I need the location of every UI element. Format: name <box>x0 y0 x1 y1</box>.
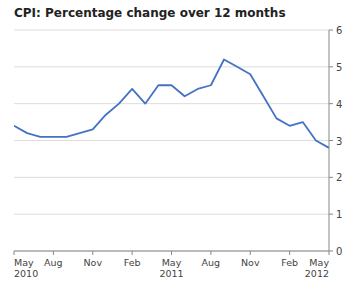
y-tick-label: 4 <box>336 99 342 110</box>
y-tick-label: 3 <box>336 136 342 147</box>
title: CPI: Percentage change over 12 months <box>14 6 286 20</box>
y-tick <box>329 251 333 252</box>
y-tick-label: 0 <box>336 246 342 257</box>
grid-line <box>14 214 329 215</box>
x-tick <box>329 251 330 255</box>
x-tick-label: Nov <box>83 257 102 268</box>
y-tick-label: 6 <box>336 25 342 36</box>
x-tick-label: May2011 <box>159 257 183 279</box>
x-tick <box>250 251 251 255</box>
grid-line <box>14 30 329 31</box>
y-tick <box>329 214 333 215</box>
x-tick <box>53 251 54 255</box>
chart: CPI: Percentage change over 12 months 0 1 2… <box>0 0 363 289</box>
y-tick <box>329 66 333 67</box>
y-tick <box>329 140 333 141</box>
y-tick <box>329 30 333 31</box>
x-tick <box>92 251 93 255</box>
x-tick-label: Aug <box>202 257 221 268</box>
y-tick-label: 1 <box>336 209 342 220</box>
plot-area <box>14 59 329 147</box>
line <box>14 59 329 147</box>
x-tick-label: May2010 <box>14 257 38 279</box>
x-tick <box>289 251 290 255</box>
x-tick-label: May2012 <box>305 257 330 279</box>
x-tick <box>132 251 133 255</box>
y-tick-label: 5 <box>336 62 342 73</box>
x-tick <box>171 251 172 255</box>
grid-line <box>14 103 329 104</box>
x-tick-label: Nov <box>241 257 260 268</box>
y-tick <box>329 103 333 104</box>
x-tick-label: Aug <box>44 257 63 268</box>
y-tick-label: 2 <box>336 172 342 183</box>
grid-line <box>14 177 329 178</box>
chart-container: CPI: Percentage change over 12 months 0 1 2… <box>0 0 363 289</box>
x-tick-label: Feb <box>281 257 298 268</box>
x-tick-label: Feb <box>124 257 141 268</box>
x-axis: May2010 Aug Nov Feb May2011 Aug Nov Feb May2012 <box>14 251 329 279</box>
y-axis-line <box>329 30 330 251</box>
y-tick <box>329 177 333 178</box>
x-tick <box>14 251 15 255</box>
grid-line <box>14 140 329 141</box>
y-axis: 0 1 2 3 4 5 6 <box>14 25 342 257</box>
grid-line <box>14 66 329 67</box>
x-tick <box>210 251 211 255</box>
